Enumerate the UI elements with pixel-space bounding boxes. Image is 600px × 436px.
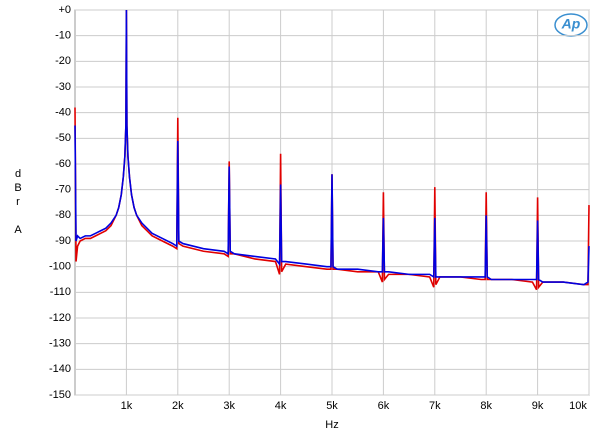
- x-tick-label: 4k: [275, 400, 287, 412]
- y-tick-label: -80: [55, 209, 71, 221]
- y-tick-label: -50: [55, 132, 71, 144]
- x-tick-label: 3k: [223, 400, 235, 412]
- y-tick-label: -60: [55, 158, 71, 170]
- y-tick-label: -140: [49, 363, 71, 375]
- y-tick-label: -30: [55, 81, 71, 93]
- trace: [74, 9, 590, 286]
- y-tick-label: -130: [49, 338, 71, 350]
- y-tick-label: -90: [55, 235, 71, 247]
- y-tick-label: -70: [55, 184, 71, 196]
- x-tick-label: 1k: [121, 400, 133, 412]
- y-tick-label: -20: [55, 55, 71, 67]
- y-tick-label: -100: [49, 261, 71, 273]
- x-tick-label: 10k: [569, 400, 587, 412]
- x-tick-label: 9k: [532, 400, 544, 412]
- x-tick-label: 2k: [172, 400, 184, 412]
- x-tick-label: 6k: [378, 400, 390, 412]
- y-tick-label: +0: [58, 4, 71, 16]
- y-tick-label: -120: [49, 312, 71, 324]
- x-axis-label: Hz: [325, 419, 338, 431]
- x-tick-label: 8k: [480, 400, 492, 412]
- x-tick-label: 7k: [429, 400, 441, 412]
- y-tick-label: -150: [49, 389, 71, 401]
- y-axis-label: dBr A: [12, 168, 24, 238]
- y-tick-label: -110: [50, 286, 71, 298]
- y-tick-label: -10: [55, 30, 71, 42]
- y-tick-label: -40: [55, 107, 71, 119]
- x-tick-label: 5k: [326, 400, 338, 412]
- logo: Ap: [561, 16, 581, 32]
